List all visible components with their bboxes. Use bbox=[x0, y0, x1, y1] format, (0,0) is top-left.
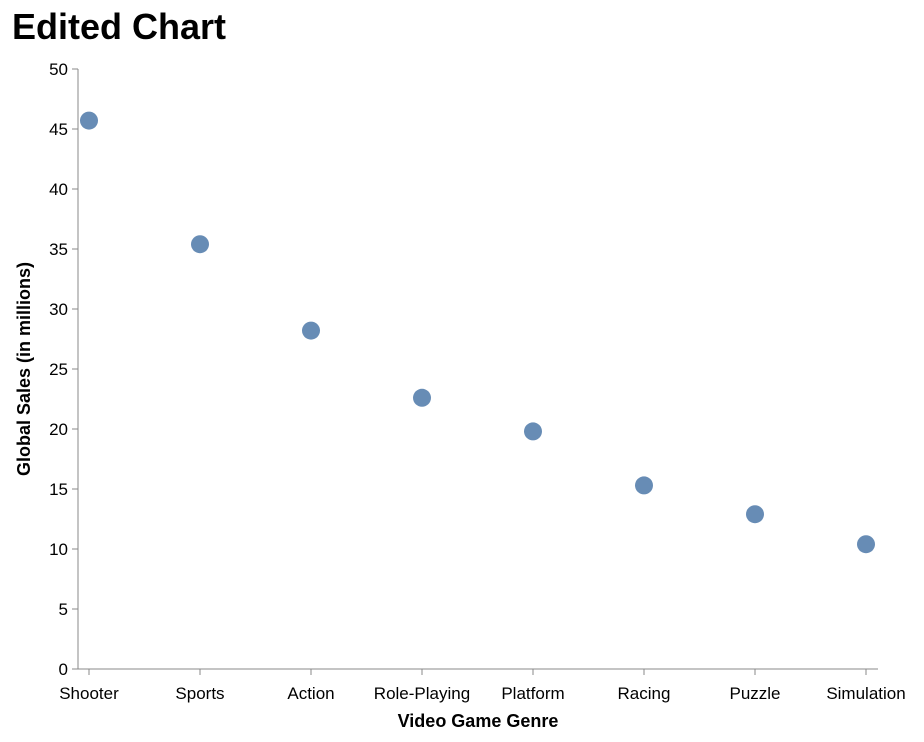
y-axis: 0 5 10 15 20 25 30 35 40 45 50 bbox=[49, 60, 79, 679]
chart-title: Edited Chart bbox=[12, 6, 227, 47]
y-tick-label: 50 bbox=[49, 60, 68, 79]
y-tick-label: 10 bbox=[49, 540, 68, 559]
y-tick-label: 30 bbox=[49, 300, 68, 319]
x-axis-title: Video Game Genre bbox=[398, 711, 559, 731]
y-tick-label: 20 bbox=[49, 420, 68, 439]
x-tick-label: Puzzle bbox=[729, 684, 780, 703]
y-tick-label: 40 bbox=[49, 180, 68, 199]
y-tick-label: 15 bbox=[49, 480, 68, 499]
x-tick-label: Simulation bbox=[826, 684, 905, 703]
data-point bbox=[191, 235, 209, 254]
y-tick-label: 45 bbox=[49, 120, 68, 139]
data-point bbox=[302, 321, 320, 340]
data-point bbox=[635, 476, 653, 495]
y-tick-label: 5 bbox=[59, 600, 68, 619]
x-tick-label: Racing bbox=[618, 684, 671, 703]
y-tick-label: 35 bbox=[49, 240, 68, 259]
data-point bbox=[524, 422, 542, 441]
x-axis: Shooter Sports Action Role-Playing Platform R… bbox=[59, 668, 906, 703]
data-point bbox=[857, 535, 875, 554]
y-axis-title: Global Sales (in millions) bbox=[14, 262, 34, 476]
data-points bbox=[80, 111, 875, 554]
y-tick-label: 0 bbox=[59, 660, 68, 679]
x-tick-label: Shooter bbox=[59, 684, 119, 703]
data-point bbox=[746, 505, 764, 524]
x-tick-label: Sports bbox=[175, 684, 224, 703]
data-point bbox=[413, 388, 431, 407]
x-tick-label: Role-Playing bbox=[374, 684, 470, 703]
x-tick-label: Platform bbox=[501, 684, 564, 703]
x-tick-label: Action bbox=[287, 684, 334, 703]
data-point bbox=[80, 111, 98, 130]
y-tick-label: 25 bbox=[49, 360, 68, 379]
